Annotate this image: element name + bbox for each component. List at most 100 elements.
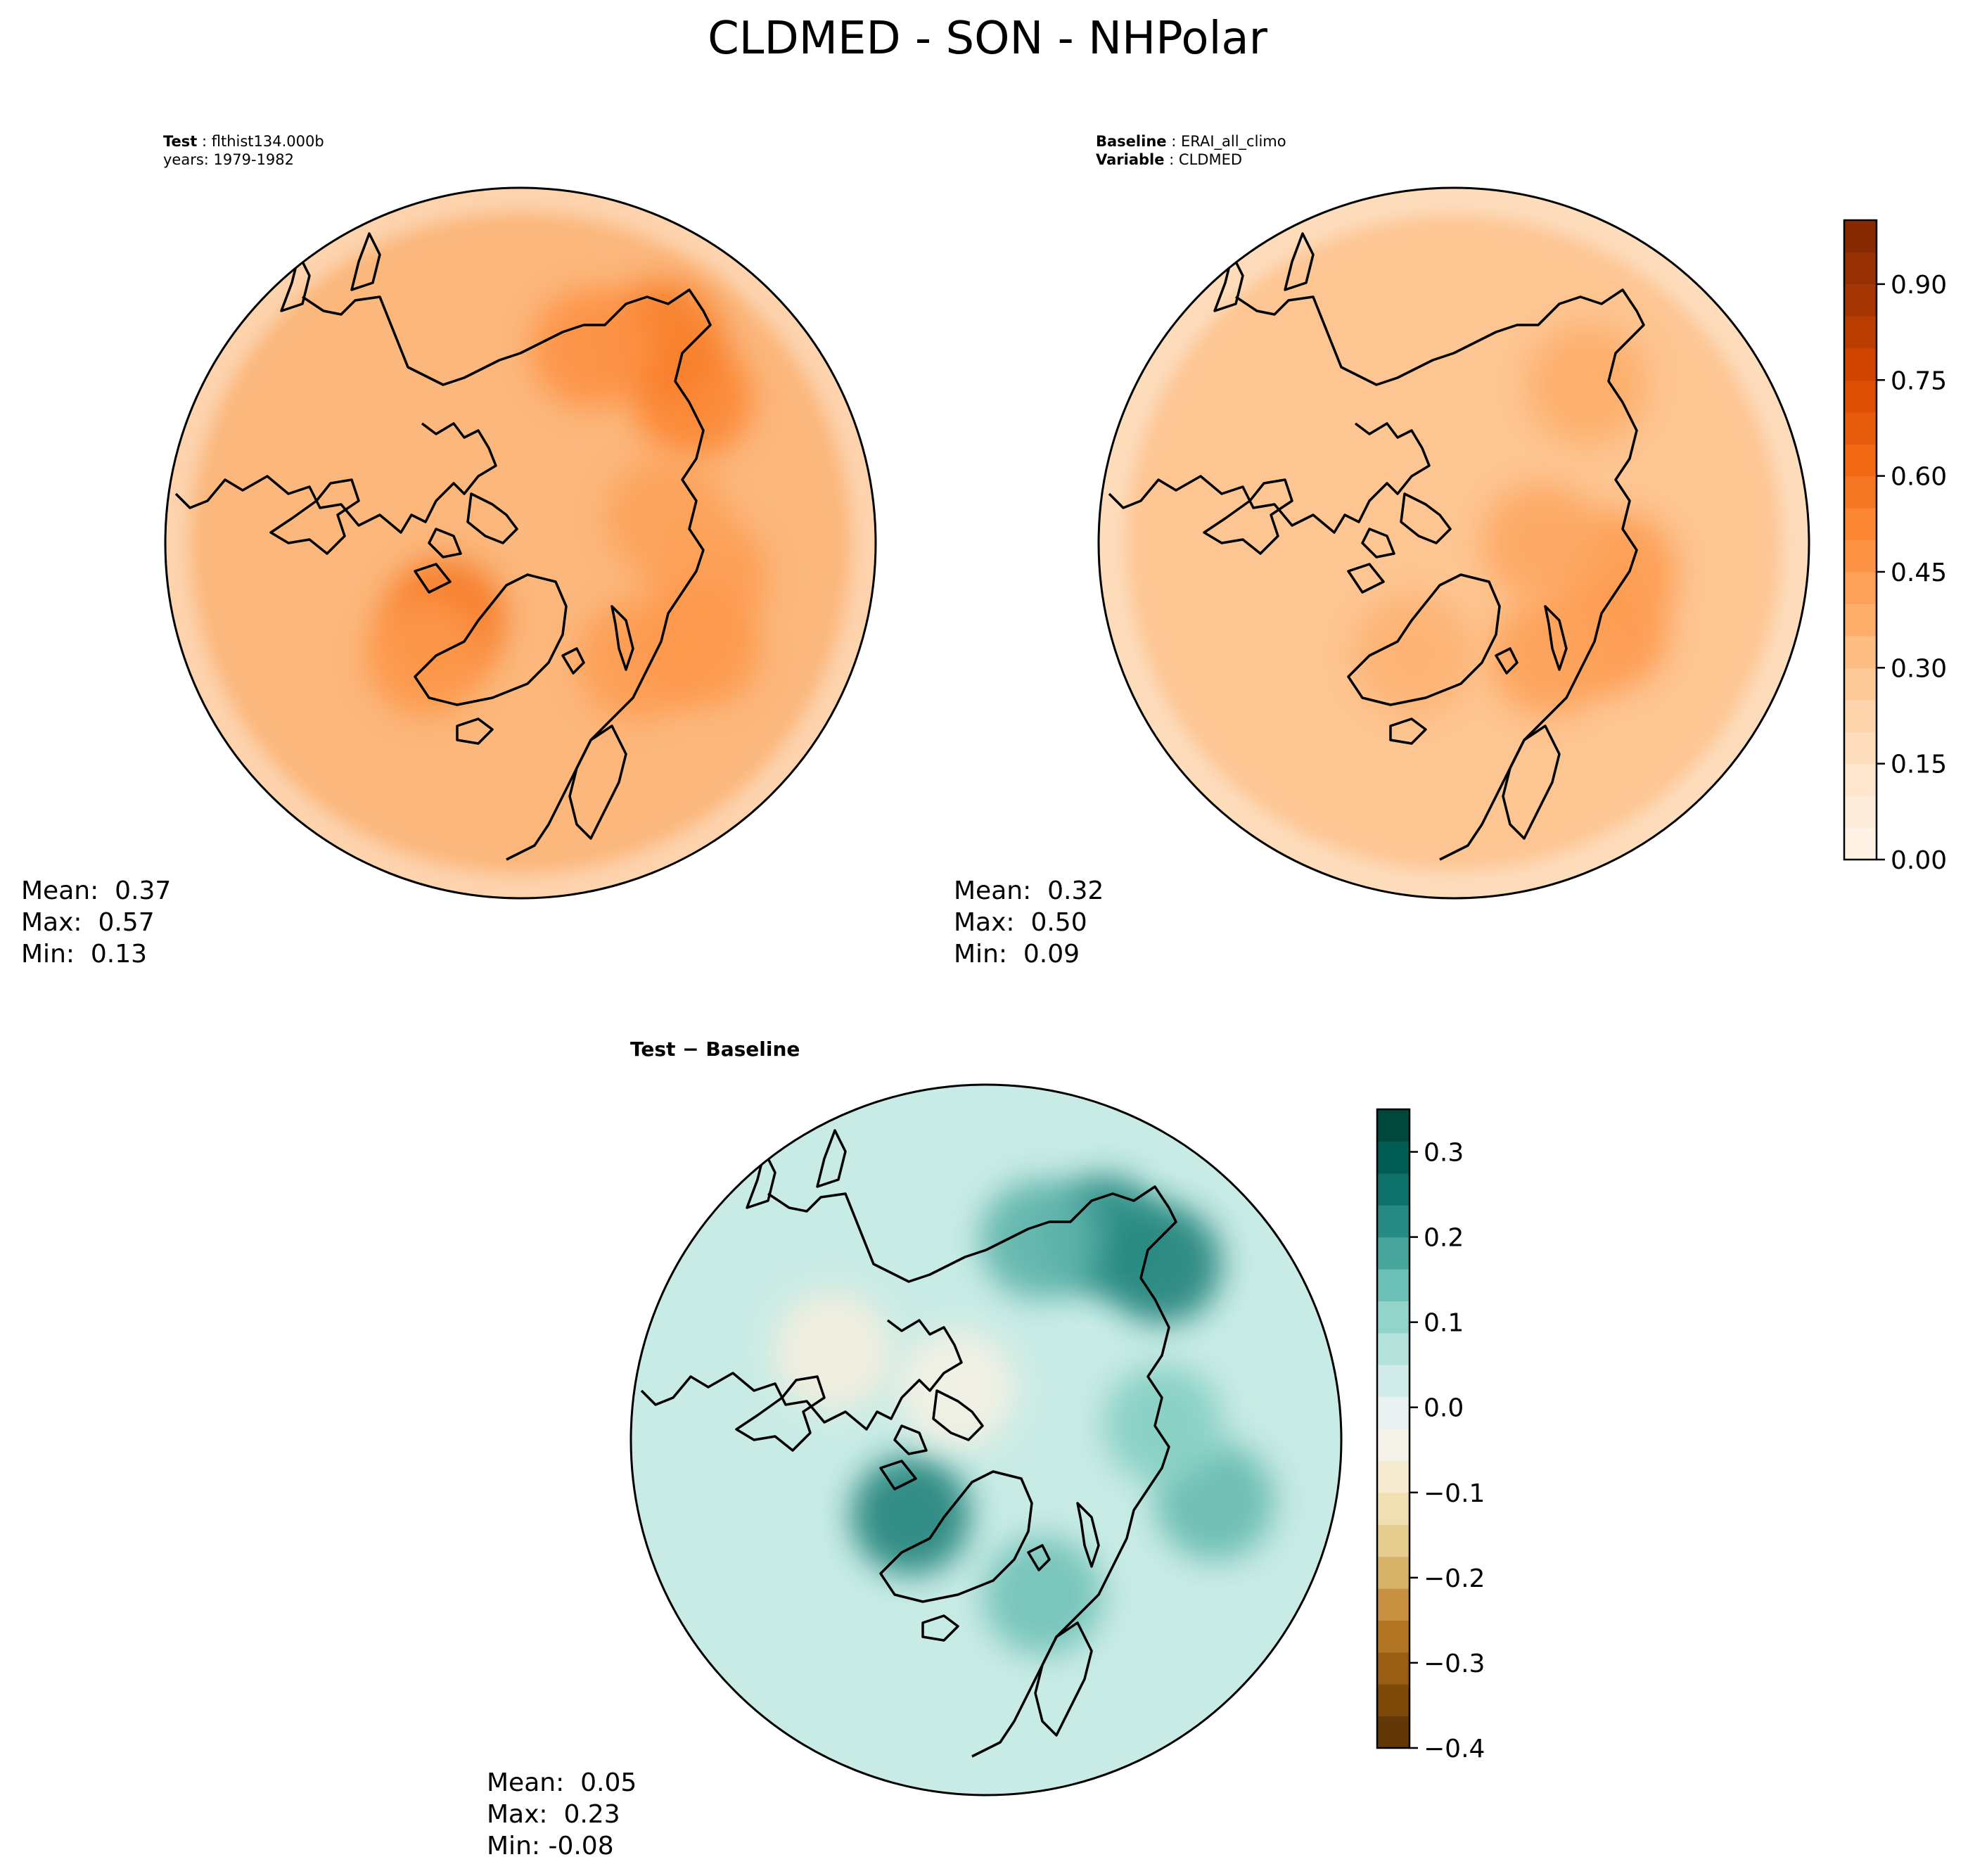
colorbar-difference-segment [1377,1684,1410,1717]
coastline-eurasia [302,288,712,861]
baseline-info: Baseline : ERAI_all_climo Variable : CLD… [1096,133,1286,168]
heatmap-blob-baseline-2 [1483,483,1603,603]
coastline-iceland [1389,717,1427,745]
colorbar-absolute-tick-label: 0.30 [1891,654,1947,683]
coastline-canadian-archipelago [414,492,518,594]
colorbar-absolute-segment [1844,347,1877,381]
heatmap-blob-difference-8 [896,1329,1016,1449]
colorbar-absolute-segment [1844,827,1877,860]
colorbar-difference-segment [1377,1365,1410,1398]
coastline-eurasia [767,1185,1177,1758]
baseline-case-name: ERAI_all_climo [1180,133,1286,150]
colorbar-difference-segment [1377,1524,1410,1557]
colorbar-difference-segment [1377,1492,1410,1525]
heatmap-blob-test-7 [606,457,727,578]
coastline-sakhalin [746,1150,776,1209]
coastline-kamchatka [816,1129,847,1188]
colorbar-absolute-segment [1844,763,1877,796]
map-test-boundary [164,186,877,900]
coastline-greenland [1347,573,1501,706]
colorbar-difference-tick-label: −0.2 [1424,1564,1485,1593]
heatmap-blob-baseline-5 [1527,324,1647,445]
heatmap-blob-baseline-4 [1353,594,1474,715]
coastline-sakhalin [1213,253,1244,312]
colorbar-absolute-segment [1844,316,1877,349]
colorbar-absolute-segment [1844,699,1877,732]
baseline-min: Min: 0.09 [954,940,1080,969]
heatmap-blob-test-8 [640,587,760,707]
colorbar-absolute-segment [1844,571,1877,604]
coastline-north-america [174,422,497,534]
map-difference-boundary [629,1083,1343,1797]
coastline-sakhalin [280,253,311,312]
colorbar-absolute: 0.00 0.15 0.30 0.45 0.60 0.75 0.90 [1843,219,1947,875]
heatmap-blob-difference-7 [772,1291,893,1411]
colorbar-difference-segment [1377,1237,1410,1270]
difference-title: Test − Baseline [630,1038,800,1061]
coastline-svalbard [1495,647,1519,675]
baseline-stats: Mean: 0.32 Max: 0.50 Min: 0.09 [954,875,1104,970]
coastline-scandinavia [1502,725,1561,840]
colorbar-difference-segment [1377,1588,1410,1621]
coastline-alaska [1203,478,1293,555]
colorbar-difference-segment [1377,1301,1410,1334]
colorbar-absolute-segment [1844,635,1877,668]
baseline-label: Baseline [1096,133,1167,150]
colorbar-difference-segment [1377,1173,1410,1206]
colorbar-difference-segment [1377,1396,1410,1429]
figure-title: CLDMED - SON - NHPolar [708,13,1267,65]
colorbar-absolute-tick-label: 0.15 [1891,751,1947,779]
coastline-scandinavia [568,725,627,840]
colorbar-absolute-segment [1844,540,1877,573]
heatmap-blob-difference-2 [980,1180,1100,1300]
variable-label: Variable [1096,151,1165,168]
colorbar-absolute-tick-label: 0.75 [1891,366,1947,395]
variable-name: CLDMED [1178,151,1243,168]
heatmap-blob-test-2 [531,288,651,409]
colorbar-difference-segment [1377,1141,1410,1174]
colorbar-difference-tick-label: −0.1 [1424,1479,1485,1508]
colorbar-absolute-segment [1844,444,1877,477]
colorbar-difference-frame [1376,1108,1411,1749]
test-info: Test : flthist134.000b years: 1979-1982 [163,133,324,168]
colorbar-difference-segment [1377,1652,1410,1685]
map-test [164,186,877,900]
colorbar-difference-segment [1377,1269,1410,1301]
colorbar-absolute-frame [1843,219,1878,861]
coastline-svalbard [561,647,585,675]
coastline-novaya-zemlya [611,605,634,671]
heatmap-blob-test-4 [365,596,485,717]
colorbar-absolute-segment [1844,732,1877,765]
colorbar-difference-segment [1377,1429,1410,1461]
coastline-kamchatka [350,232,381,291]
heatmap-blob-difference-3 [850,1455,971,1576]
test-years: years: 1979-1982 [163,151,295,168]
coastline-scandinavia [1034,1621,1093,1737]
colorbar-difference-tick-label: −0.4 [1424,1735,1485,1763]
map-baseline [1097,186,1810,900]
colorbar-absolute-segment [1844,668,1877,701]
colorbar-absolute-segment [1844,380,1877,413]
colorbar-difference-segment [1377,1716,1410,1749]
colorbar-difference-segment [1377,1205,1410,1238]
colorbar-difference-tick-label: 0.3 [1424,1139,1464,1168]
colorbar-difference-segment [1377,1620,1410,1653]
coastline-kamchatka [1284,232,1315,291]
map-baseline-boundary [1097,186,1810,900]
colorbar-absolute-segment [1844,476,1877,509]
difference-min: Min: -0.08 [487,1832,614,1861]
colorbar-difference-tick-label: −0.3 [1424,1650,1485,1678]
coastline-canadian-archipelago [879,1389,984,1491]
coastline-iceland [456,717,494,745]
colorbar-absolute-segment [1844,220,1877,253]
coastline-canadian-archipelago [1347,492,1452,594]
colorbar-absolute-segment [1844,796,1877,829]
coastline-iceland [921,1614,959,1642]
coastline-north-america [1108,422,1431,534]
test-case-name: flthist134.000b [211,133,324,150]
colorbar-absolute-tick-label: 0.90 [1891,271,1947,300]
coastline-north-america [640,1319,963,1431]
colorbar-difference: 0.3 0.2 0.1 0.0 −0.1 −0.2 −0.3 −0.4 [1376,1108,1485,1763]
baseline-max: Max: 0.50 [954,908,1087,937]
